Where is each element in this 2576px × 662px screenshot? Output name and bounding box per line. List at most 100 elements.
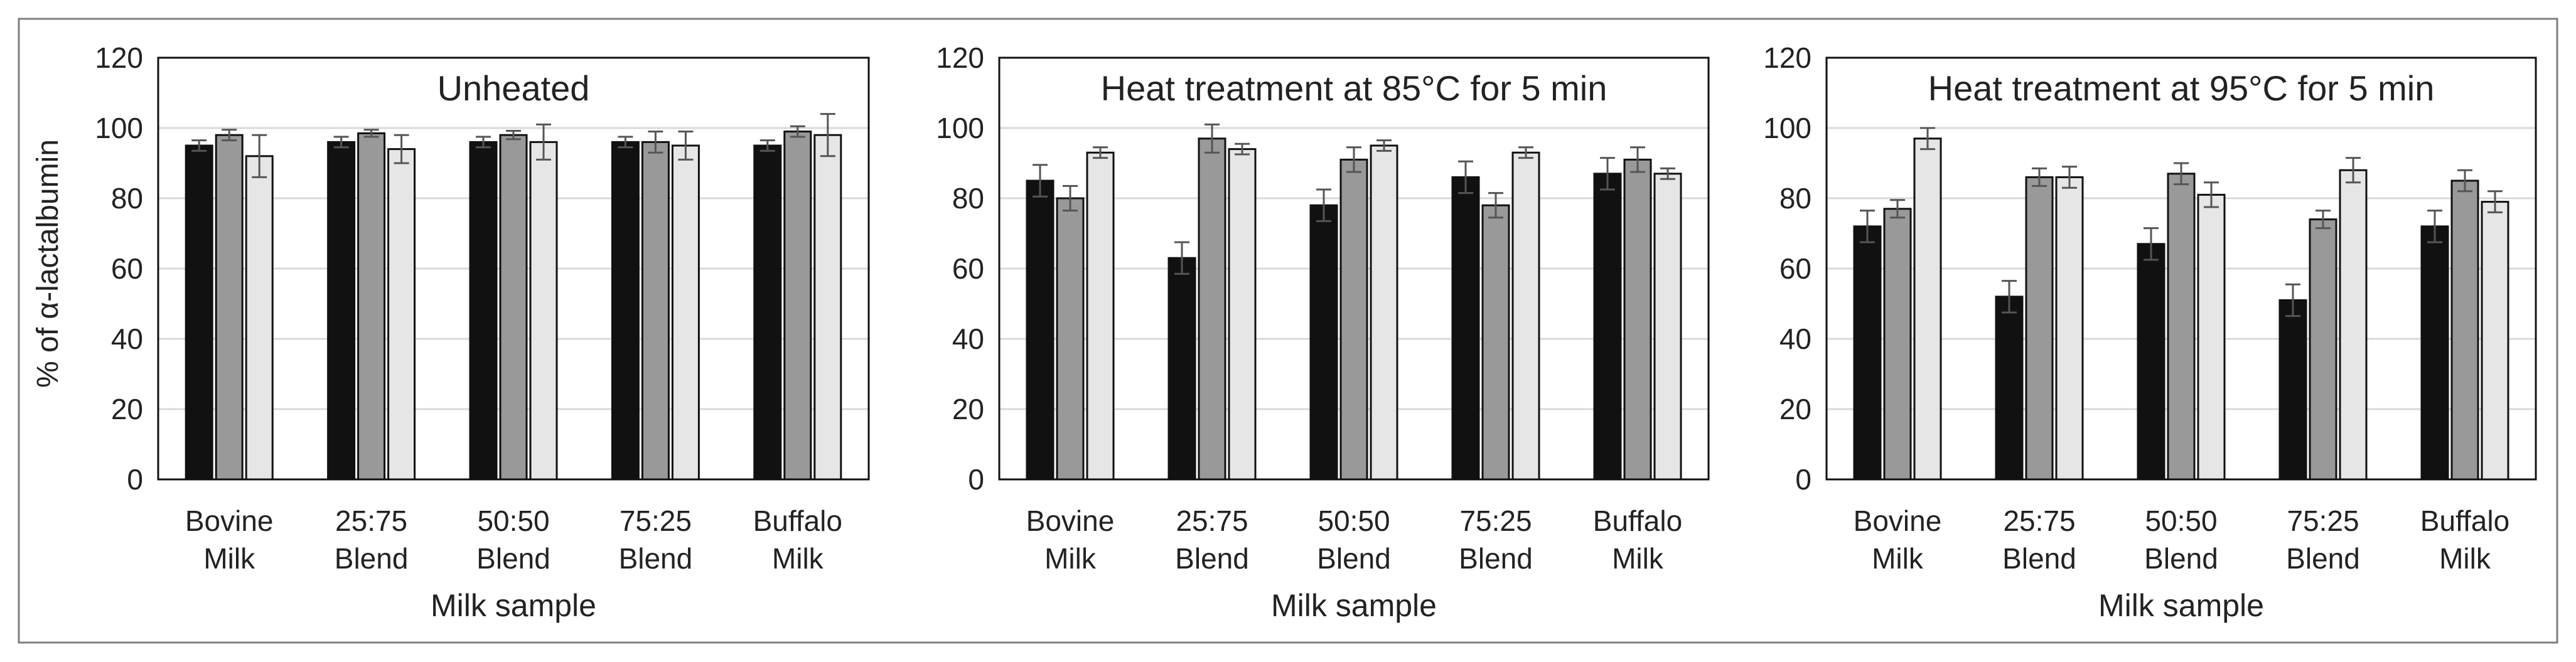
x-axis-label: Milk sample <box>1271 588 1437 623</box>
y-tick-label: 40 <box>1779 323 1811 355</box>
x-tick-label: 50:50 <box>477 505 549 537</box>
bar <box>1056 197 1085 481</box>
bar <box>1593 173 1622 481</box>
x-tick-label: Buffalo <box>753 505 842 537</box>
bar <box>2278 299 2307 481</box>
x-tick-label: Milk <box>1872 542 1924 575</box>
y-tick-label: 0 <box>968 463 984 496</box>
x-tick-label: Buffalo <box>2420 505 2509 537</box>
y-tick-label: 60 <box>1779 252 1811 285</box>
bar <box>783 131 812 481</box>
bar <box>387 148 416 481</box>
y-tick-label: 120 <box>936 41 984 74</box>
bar <box>1228 148 1257 481</box>
x-tick-label: Blend <box>1317 542 1391 575</box>
x-tick-label: 75:25 <box>1459 505 1532 537</box>
y-tick-label: 120 <box>1763 41 1811 74</box>
x-tick-label: Milk <box>1612 542 1664 575</box>
x-tick-label: Blend <box>2144 542 2218 575</box>
x-tick-label: Blend <box>1459 542 1533 575</box>
chart-title: Unheated <box>437 68 590 108</box>
bar <box>1913 137 1942 481</box>
y-tick-label: 80 <box>952 182 984 215</box>
bar <box>671 144 700 481</box>
y-tick-label: 100 <box>95 112 143 144</box>
bar <box>2167 173 2196 481</box>
x-tick-label: Bovine <box>1026 505 1115 537</box>
x-tick-label: 75:25 <box>2287 505 2359 537</box>
x-tick-label: Blend <box>476 542 550 575</box>
bar <box>1026 179 1055 481</box>
bar <box>1883 208 1912 481</box>
bar <box>1995 296 2024 481</box>
chart-panels: 0 20 40 60 80 100 120 Bovine Milk 25:75 Blend 50:50… <box>95 41 2537 623</box>
x-tick-label: Milk <box>203 542 255 575</box>
bar <box>245 155 274 481</box>
y-tick-label: 40 <box>111 323 143 355</box>
x-tick-label: 50:50 <box>1318 505 1390 537</box>
x-tick-label: Milk <box>1044 542 1097 575</box>
bar <box>1086 151 1115 481</box>
bar <box>529 141 558 481</box>
chart-panel-3: 0 20 40 60 80 100 120 Bovine Milk 25:75 Blend 50:50… <box>1763 41 2537 623</box>
chart-panel-1: 0 20 40 60 80 100 120 Bovine Milk 25:75 Blend 50:50… <box>95 41 870 623</box>
bar <box>1451 176 1480 481</box>
bar <box>357 132 386 481</box>
bar <box>2339 169 2368 481</box>
chart-title: Heat treatment at 95°C for 5 min <box>1928 68 2435 108</box>
y-tick-label: 0 <box>1795 463 1811 496</box>
bar <box>641 141 670 481</box>
x-tick-label: 25:75 <box>1176 505 1248 537</box>
chart-title: Heat treatment at 85°C for 5 min <box>1101 68 1607 108</box>
bar <box>185 144 213 481</box>
bar <box>1198 137 1226 481</box>
bar <box>2055 176 2084 481</box>
y-tick-label: 100 <box>936 112 984 144</box>
bar <box>2420 225 2449 481</box>
x-tick-label: 25:75 <box>2003 505 2075 537</box>
y-tick-label: 20 <box>1779 393 1811 425</box>
x-tick-label: 50:50 <box>2145 505 2217 537</box>
y-tick-label: 80 <box>111 182 143 215</box>
x-tick-label: Bovine <box>1854 505 1942 537</box>
bar <box>1481 204 1510 481</box>
bar <box>1853 225 1882 481</box>
y-tick-label: 40 <box>952 323 984 355</box>
y-tick-label: 120 <box>95 41 143 74</box>
bar <box>1653 173 1682 481</box>
bar <box>753 144 782 481</box>
y-tick-label: 100 <box>1763 112 1811 144</box>
bar <box>2481 201 2509 481</box>
chart-panel-2: 0 20 40 60 80 100 120 Bovine Milk 25:75 Blend 50:50… <box>936 41 1710 623</box>
bar <box>2137 243 2165 481</box>
x-tick-label: Milk <box>772 542 824 575</box>
bar <box>1511 151 1540 481</box>
x-tick-label: Milk <box>2439 542 2491 575</box>
y-tick-label: 20 <box>952 393 984 425</box>
bar <box>2025 176 2054 481</box>
x-tick-label: Blend <box>2002 542 2076 575</box>
bar <box>611 141 640 481</box>
x-axis-label: Milk sample <box>2098 588 2264 623</box>
x-tick-label: Blend <box>619 542 693 575</box>
y-tick-label: 80 <box>1779 182 1811 215</box>
bar <box>2450 179 2479 481</box>
y-tick-label: 20 <box>111 393 143 425</box>
bar <box>469 141 498 481</box>
x-tick-label: 25:75 <box>335 505 407 537</box>
bar <box>813 134 842 481</box>
bar <box>1167 257 1196 481</box>
x-tick-label: 75:25 <box>620 505 692 537</box>
bar <box>2309 218 2337 481</box>
x-tick-label: Buffalo <box>1593 505 1682 537</box>
figure-frame <box>18 18 2558 644</box>
x-tick-label: Bovine <box>185 505 274 537</box>
bar <box>1370 144 1398 481</box>
x-tick-label: Blend <box>2286 542 2360 575</box>
y-tick-label: 60 <box>952 252 984 285</box>
x-tick-label: Blend <box>1175 542 1249 575</box>
bar <box>327 141 356 481</box>
y-tick-label: 0 <box>127 463 143 496</box>
